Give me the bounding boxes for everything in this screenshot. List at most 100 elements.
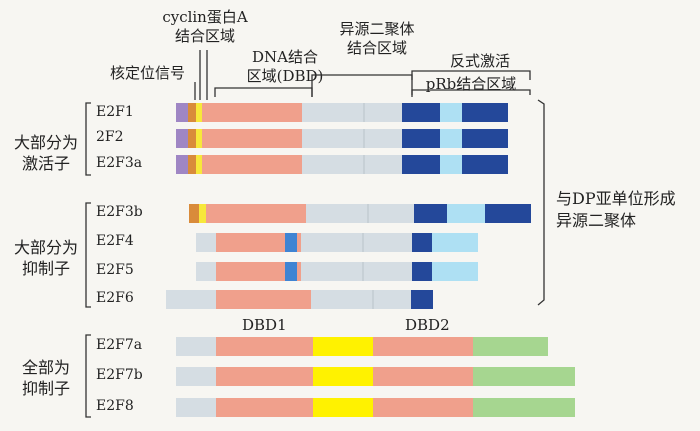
- domain-segment-lightblue: [447, 204, 485, 223]
- domain-segment-gray: [302, 129, 402, 148]
- domain-segment-navy: [412, 233, 432, 252]
- domain-segment-green: [473, 398, 575, 417]
- domain-segment-midblue: [285, 233, 297, 252]
- domain-segment-dbd: [216, 367, 313, 386]
- bracket-activators: [85, 102, 91, 176]
- transactivation-header: 反式激活: [449, 52, 510, 70]
- heterodimer-header-line2: 结合区域: [346, 39, 407, 57]
- domain-segment-orange: [188, 155, 196, 174]
- domain-segment-gray: [176, 367, 216, 386]
- protein-label-e2f7a: E2F7a: [96, 337, 143, 353]
- domain-segment-bar_yellow: [313, 337, 373, 356]
- cyclin-header-line1: cyclin蛋白A: [162, 8, 248, 26]
- domain-segment-dbd: [373, 367, 473, 386]
- domain-segment-navy: [414, 204, 447, 223]
- domain-segment-dbd: [216, 262, 301, 281]
- group-label-activators-line1: 大部分为: [13, 133, 78, 152]
- domain-segment-navy: [462, 129, 508, 148]
- domain-segment-navy: [402, 155, 440, 174]
- domain-segment-dbd: [202, 103, 302, 122]
- domain-segment-lightblue: [440, 155, 462, 174]
- side-note: 与DP亚单位形成 异源二聚体: [556, 188, 676, 231]
- domain-segment-gray: [196, 262, 216, 281]
- domain-segment-lightblue: [432, 262, 478, 281]
- domain-segment-gray: [301, 262, 412, 281]
- domain-segment-lightblue: [440, 129, 462, 148]
- bracket-prb: [411, 89, 531, 95]
- domain-segment-bar_yellow: [313, 398, 373, 417]
- protein-label-e2f5: E2F5: [96, 262, 134, 278]
- domain-segment-orange: [189, 204, 199, 223]
- bracket-dna-binding: [214, 87, 313, 97]
- domain-bars: [166, 103, 575, 417]
- group-label-repressors-line1: 大部分为: [13, 238, 78, 257]
- domain-segment-navy: [402, 129, 440, 148]
- domain-segment-gray: [176, 398, 216, 417]
- protein-label-e2f1: E2F1: [96, 104, 134, 120]
- bracket-repressors: [85, 202, 91, 308]
- domain-segment-dbd: [216, 337, 313, 356]
- cyclin-header: cyclin蛋白A 结合区域: [150, 10, 260, 44]
- domain-segment-gray: [166, 290, 216, 309]
- protein-label-e2f4: E2F4: [96, 233, 134, 249]
- bracket-all-repressors: [85, 334, 91, 418]
- domain-segment-purple: [176, 103, 188, 122]
- protein-label-e2f7b: E2F7b: [96, 367, 143, 383]
- dna-binding-header: DNA结合 区域(DBD): [230, 50, 340, 84]
- bracket-heterodimer: [537, 99, 545, 306]
- heterodimer-header-line1: 异源二聚体: [339, 20, 415, 38]
- domain-segment-gray: [302, 155, 402, 174]
- side-note-line1: 与DP亚单位形成: [556, 189, 676, 208]
- domain-segment-orange: [188, 103, 196, 122]
- domain-segment-green: [473, 367, 575, 386]
- cyclin-pointer: [199, 50, 208, 100]
- bracket-transactivation: [411, 70, 531, 80]
- brackets: [85, 50, 545, 418]
- dbd1-label: DBD1: [242, 316, 287, 334]
- domain-segment-gray: [306, 204, 414, 223]
- group-label-activators: 大部分为 激活子: [6, 133, 86, 175]
- dbd2-label: DBD2: [405, 316, 450, 334]
- group-label-repressors: 大部分为 抑制子: [6, 238, 86, 280]
- domain-segment-midblue: [285, 262, 297, 281]
- domain-segment-dbd: [373, 337, 473, 356]
- domain-segment-gray: [302, 103, 402, 122]
- domain-segment-navy: [402, 103, 440, 122]
- domain-segment-lightblue: [440, 103, 462, 122]
- domain-segment-navy: [485, 204, 531, 223]
- group-label-all-repressors-line2: 抑制子: [21, 378, 70, 398]
- domain-segment-navy: [462, 155, 508, 174]
- protein-label-e2f3b: E2F3b: [96, 204, 143, 220]
- domain-segment-orange: [188, 129, 196, 148]
- domain-segment-dbd: [216, 233, 301, 252]
- domain-segment-yellow: [196, 103, 202, 122]
- domain-segment-dbd: [206, 204, 306, 223]
- protein-label-e2f6: E2F6: [96, 290, 134, 306]
- nuclear-signal-header: 核定位信号: [110, 64, 186, 82]
- domain-segment-yellow: [196, 155, 202, 174]
- domain-segment-dbd: [202, 129, 302, 148]
- domain-segment-dbd: [202, 155, 302, 174]
- domain-segment-yellow: [199, 204, 206, 223]
- domain-segment-navy: [462, 103, 508, 122]
- protein-label-2f2: 2F2: [96, 129, 124, 145]
- domain-segment-green: [473, 337, 548, 356]
- domain-segment-dbd: [216, 398, 313, 417]
- group-label-all-repressors-line1: 全部为: [21, 358, 70, 377]
- dna-binding-header-line2: 区域(DBD): [246, 67, 324, 85]
- domain-segment-yellow: [196, 129, 202, 148]
- bracket-heterodimer-domain: [311, 74, 413, 97]
- heterodimer-header: 异源二聚体 结合区域: [312, 22, 442, 56]
- protein-label-e2f3a: E2F3a: [96, 155, 143, 171]
- domain-segment-lightblue: [432, 233, 478, 252]
- domain-segment-navy: [412, 262, 432, 281]
- domain-segment-purple: [176, 129, 188, 148]
- domain-segment-purple: [176, 155, 188, 174]
- domain-segment-gray: [176, 337, 216, 356]
- group-label-activators-line2: 激活子: [21, 153, 70, 173]
- domain-segment-gray: [311, 290, 411, 309]
- group-label-repressors-line2: 抑制子: [21, 258, 70, 278]
- protein-label-e2f8: E2F8: [96, 398, 134, 414]
- group-label-all-repressors: 全部为 抑制子: [6, 358, 86, 400]
